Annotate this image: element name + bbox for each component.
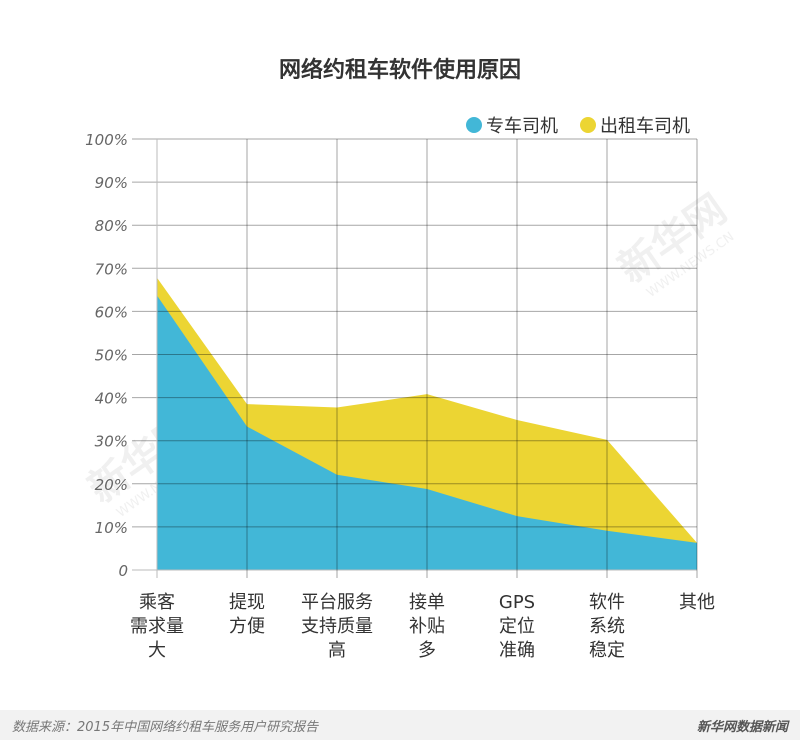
y-tick-label: 100% (85, 131, 128, 149)
y-tick-label: 90% (95, 174, 128, 192)
x-tick-label: 接单 (409, 592, 445, 613)
x-tick-label: 定位 (499, 616, 535, 637)
x-tick-label: 方便 (229, 616, 265, 637)
legend-label: 出租车司机 (600, 116, 690, 137)
x-tick-label: 需求量 (130, 616, 184, 637)
y-tick-label: 20% (95, 476, 128, 494)
x-tick-label: 补贴 (409, 616, 445, 637)
x-tick-label: 平台服务 (301, 592, 373, 613)
x-tick-label: 提现 (229, 592, 265, 613)
legend-swatch (580, 117, 596, 133)
area-chart: 新华网WWW.NEWS.CN新华网WWW.NEWS.CN010%20%30%40… (80, 116, 737, 661)
x-tick-label: 准确 (499, 640, 535, 661)
x-tick-label: 大 (148, 640, 166, 661)
x-tick-label: 乘客 (139, 592, 175, 613)
x-tick-label: 软件 (589, 592, 625, 613)
legend-label: 专车司机 (486, 116, 558, 137)
legend-swatch (466, 117, 482, 133)
y-tick-label: 50% (95, 347, 128, 365)
brand-label: 新华网数据新闻 (696, 720, 788, 735)
x-tick-label: 多 (418, 640, 436, 661)
y-tick-label: 10% (95, 519, 128, 537)
x-tick-label: 高 (328, 640, 346, 661)
y-tick-label: 30% (95, 433, 128, 451)
data-source: 数据来源：2015年中国网络约租车服务用户研究报告 (12, 720, 319, 735)
x-tick-label: 系统 (589, 616, 625, 637)
x-tick-label: GPS (499, 592, 535, 613)
x-tick-label: 稳定 (589, 640, 625, 661)
y-tick-label: 60% (95, 303, 128, 321)
footer: 数据来源：2015年中国网络约租车服务用户研究报告 新华网数据新闻 (0, 710, 800, 740)
x-tick-label: 支持质量 (301, 616, 373, 637)
area-专车司机 (157, 295, 697, 570)
x-tick-label: 其他 (679, 592, 715, 613)
y-tick-label: 0 (118, 562, 128, 580)
y-tick-label: 80% (95, 217, 128, 235)
y-tick-label: 40% (95, 390, 128, 408)
chart-title: 网络约租车软件使用原因 (278, 58, 521, 83)
y-tick-label: 70% (95, 260, 128, 278)
